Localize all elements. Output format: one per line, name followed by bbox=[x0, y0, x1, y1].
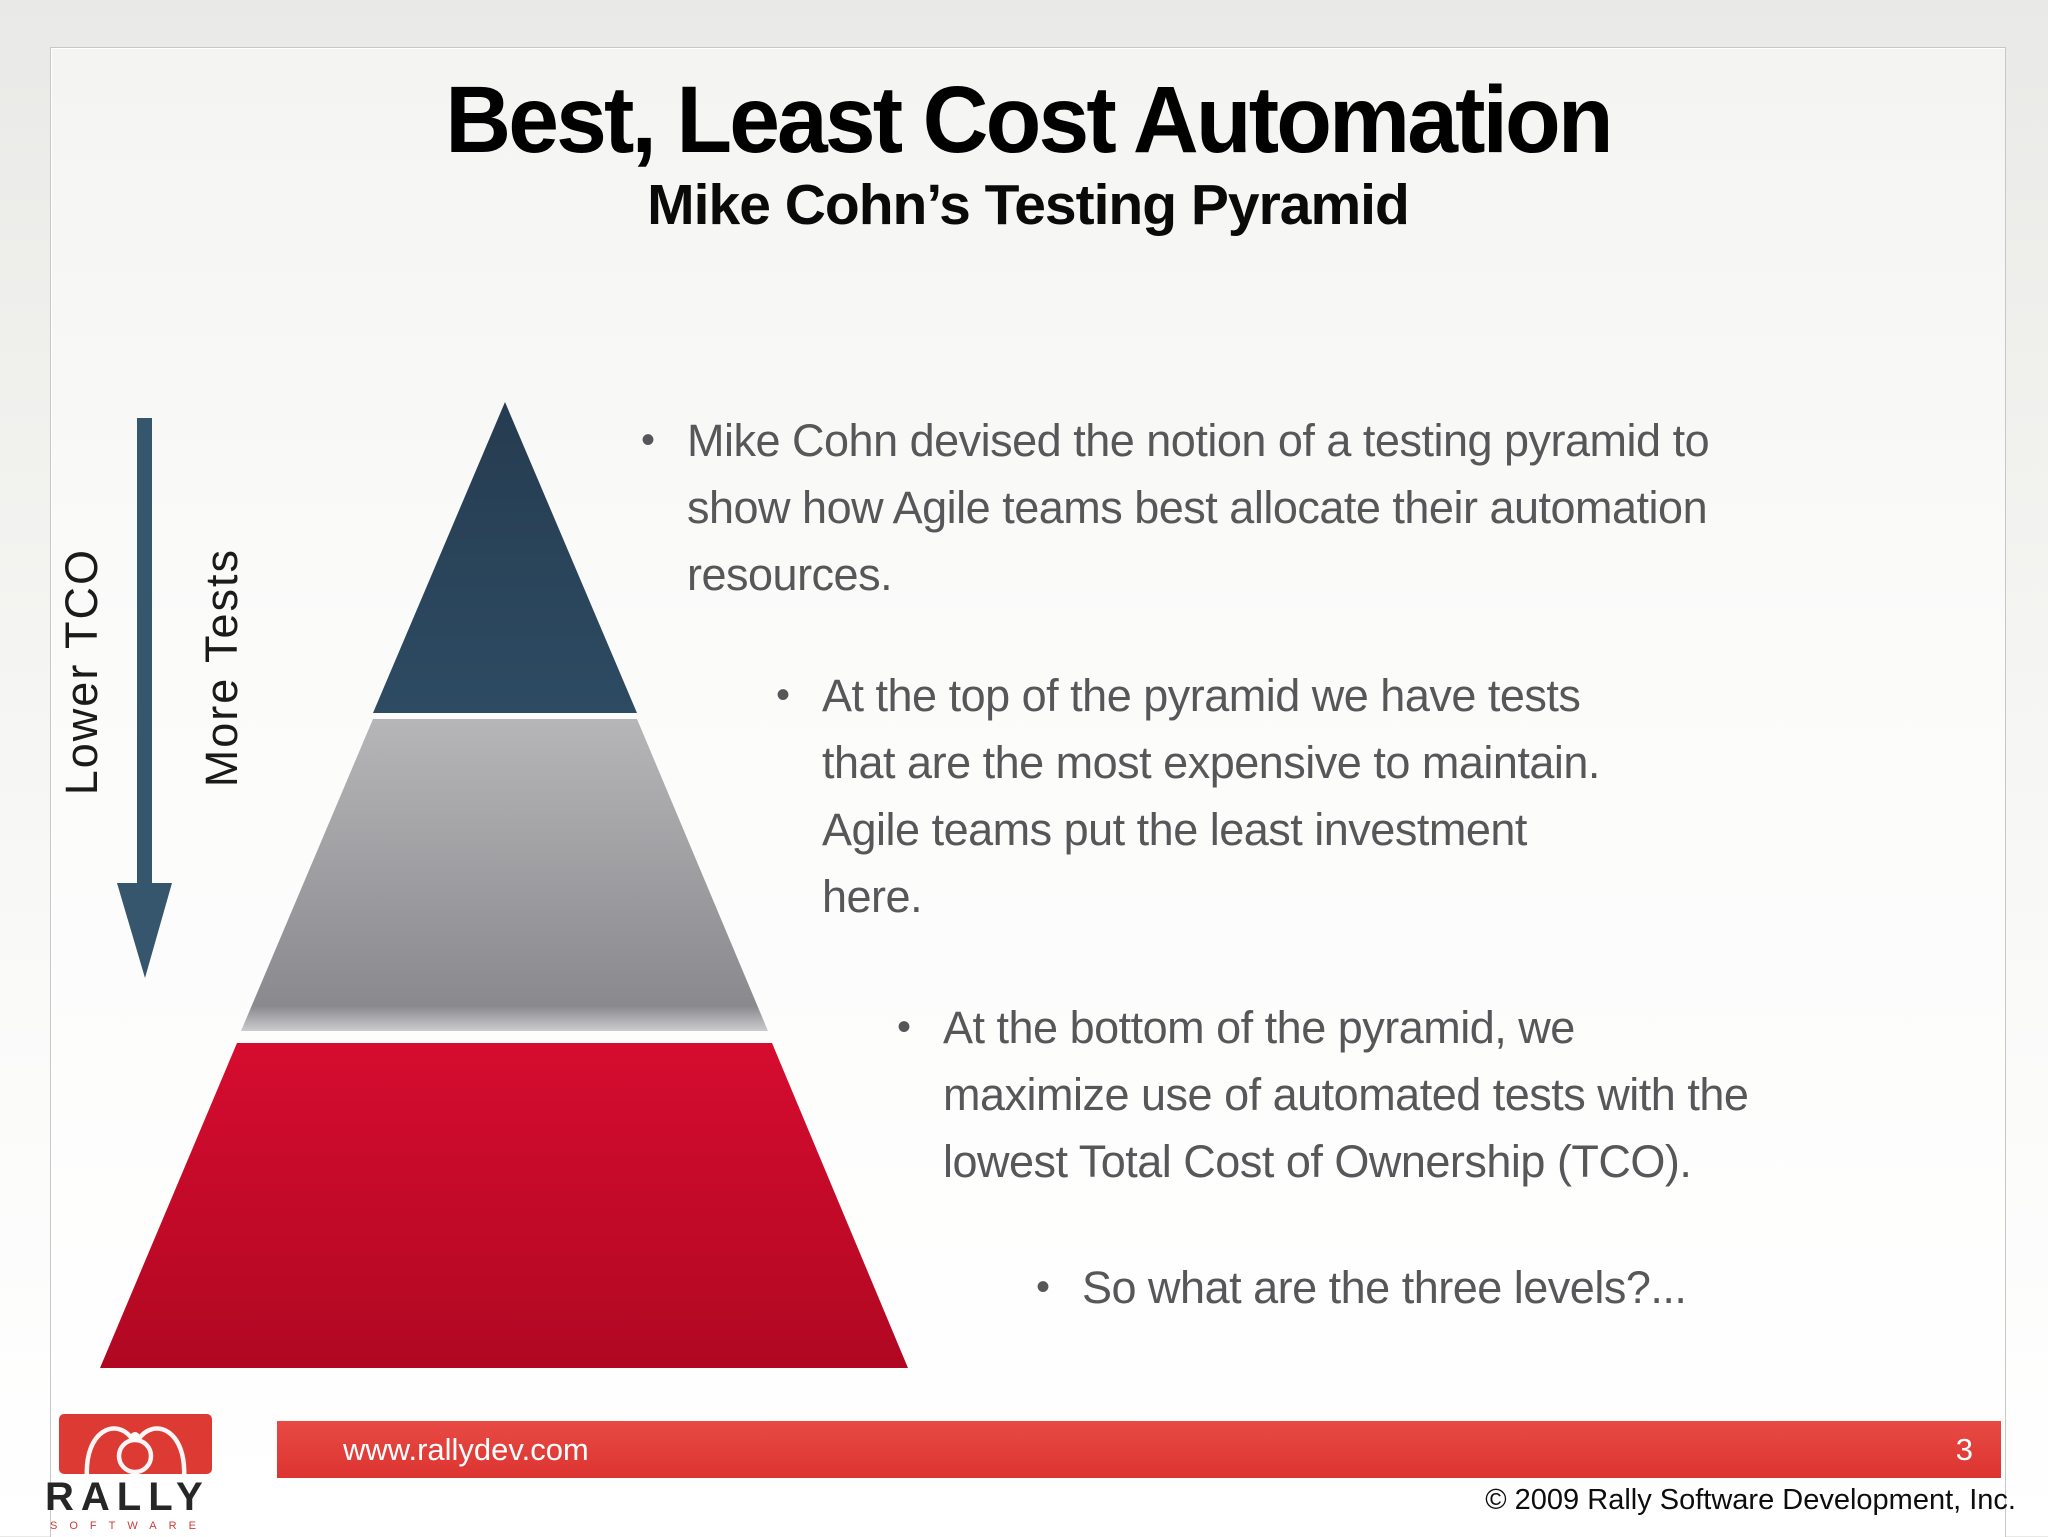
bullet-text: At the bottom of the pyramid, we bbox=[943, 1002, 1575, 1053]
bullet-item: • At the top of the pyramid we have test… bbox=[776, 662, 1600, 930]
bullet-marker-icon: • bbox=[897, 1005, 911, 1049]
footer-bar: www.rallydev.com 3 bbox=[277, 1421, 2001, 1478]
testing-pyramid-diagram bbox=[100, 402, 908, 1368]
bullet-marker-icon: • bbox=[641, 418, 655, 462]
bullet-text: resources. bbox=[687, 549, 893, 600]
bullet-text: that are the most expensive to maintain. bbox=[822, 737, 1600, 788]
slide-title: Best, Least Cost Automation bbox=[445, 67, 1613, 173]
bullet-text: maximize use of automated tests with the bbox=[943, 1069, 1749, 1120]
rally-logo-subtext: SOFTWARE bbox=[50, 1520, 208, 1532]
bullet-item: • At the bottom of the pyramid, we maxim… bbox=[897, 994, 1749, 1195]
page-number: 3 bbox=[1955, 1431, 1973, 1467]
bullet-text: Agile teams put the least investment bbox=[822, 804, 1527, 855]
bullet-item: • So what are the three levels?... bbox=[1036, 1254, 1687, 1321]
rally-logo: RALLY SOFTWARE bbox=[45, 1414, 225, 1532]
rally-logo-arcs-icon bbox=[84, 1426, 187, 1474]
bullet-text: At the top of the pyramid we have tests bbox=[822, 670, 1581, 721]
pyramid-level-middle bbox=[241, 719, 768, 1031]
down-arrow-shaft bbox=[137, 418, 152, 890]
footer-url: www.rallydev.com bbox=[343, 1431, 589, 1467]
bullet-item: • Mike Cohn devised the notion of a test… bbox=[641, 407, 1710, 608]
down-arrow-icon bbox=[117, 418, 172, 978]
pyramid-level-top bbox=[373, 402, 637, 713]
bullet-marker-icon: • bbox=[776, 673, 790, 717]
bullet-text: So what are the three levels?... bbox=[1082, 1262, 1687, 1313]
bullet-text: here. bbox=[822, 871, 923, 922]
rally-logo-text: RALLY bbox=[45, 1475, 210, 1519]
rally-logo-mark bbox=[59, 1414, 212, 1474]
slide-subtitle: Mike Cohn’s Testing Pyramid bbox=[647, 173, 1410, 237]
pyramid-level-bottom bbox=[100, 1043, 908, 1368]
down-arrow-head bbox=[117, 883, 172, 978]
copyright-text: © 2009 Rally Software Development, Inc. bbox=[1485, 1484, 2016, 1516]
bullet-text: show how Agile teams best allocate their… bbox=[687, 482, 1708, 533]
bullet-text: lowest Total Cost of Ownership (TCO). bbox=[943, 1136, 1692, 1187]
bullet-text: Mike Cohn devised the notion of a testin… bbox=[687, 415, 1710, 466]
bullet-marker-icon: • bbox=[1036, 1265, 1050, 1309]
